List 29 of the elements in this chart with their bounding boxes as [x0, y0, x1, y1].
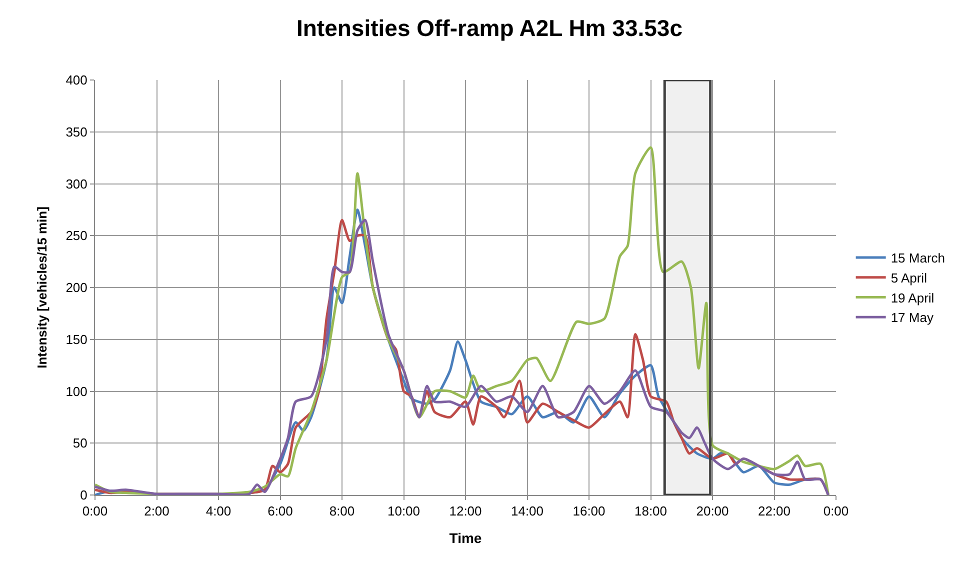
y-tick-label: 50 — [72, 436, 88, 451]
y-tick-label: 250 — [66, 228, 88, 244]
x-tick-label: 20:00 — [696, 504, 729, 519]
y-tick-label: 400 — [66, 72, 88, 88]
x-tick-label: 0:00 — [82, 504, 108, 519]
legend-label: 15 March — [890, 250, 946, 266]
x-axis-title: Time — [449, 530, 482, 546]
x-tick-label: 10:00 — [387, 504, 420, 519]
x-tick-label: 8:00 — [329, 504, 355, 519]
x-tick-label: 14:00 — [510, 504, 544, 519]
y-axis-title: Intensity [vehicles/15 min] — [34, 206, 50, 368]
x-tick-label: 6:00 — [268, 504, 293, 519]
x-tick-label: 4:00 — [206, 504, 232, 519]
y-tick-label: 0 — [80, 488, 88, 503]
x-tick-label: 16:00 — [572, 504, 606, 519]
y-tick-label: 200 — [66, 280, 88, 296]
legend-label: 19 April — [890, 290, 934, 306]
y-tick-label: 300 — [66, 176, 88, 192]
x-tick-label: 18:00 — [634, 504, 668, 519]
chart-title: Intensities Off-ramp A2L Hm 33.53c — [296, 14, 683, 41]
y-tick-label: 350 — [66, 124, 88, 140]
x-tick-label: 2:00 — [144, 504, 170, 519]
y-tick-label: 100 — [66, 384, 88, 399]
legend-label: 17 May — [890, 310, 934, 326]
y-tick-label: 150 — [66, 332, 88, 347]
x-tick-label: 12:00 — [449, 504, 482, 519]
x-tick-label: 22:00 — [758, 504, 791, 519]
legend-label: 5 April — [890, 270, 928, 286]
x-tick-label: 0:00 — [823, 504, 849, 519]
